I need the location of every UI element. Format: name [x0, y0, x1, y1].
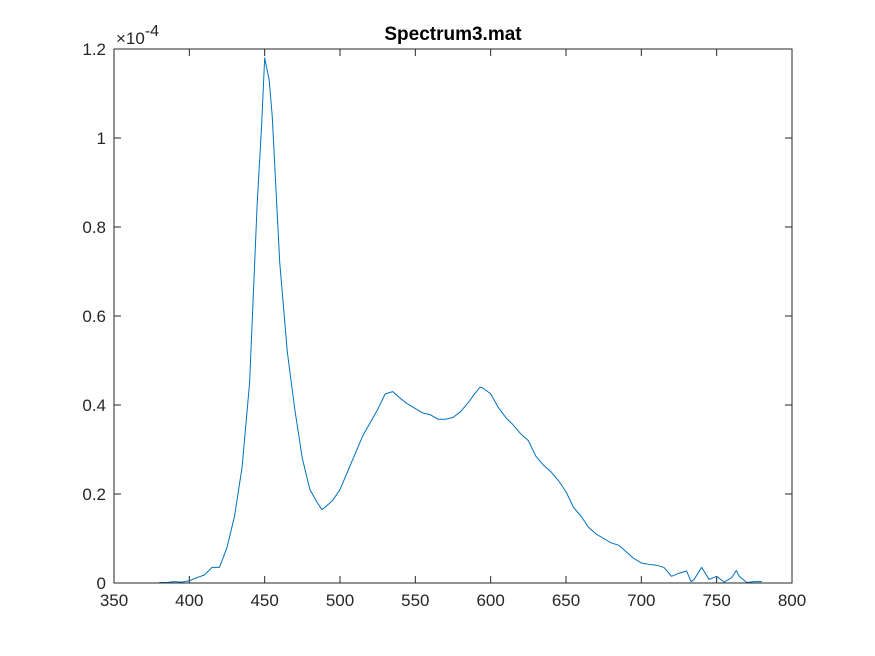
y-exponent-power: -4	[145, 23, 159, 40]
x-tick-label: 650	[552, 591, 580, 610]
x-tick-label: 600	[476, 591, 504, 610]
y-axis-ticks: 0 0.2 0.4 0.6 0.8 1 1.2	[82, 40, 792, 593]
plot-area	[114, 49, 792, 583]
spectrum-line	[159, 57, 762, 584]
chart-title: Spectrum3.mat	[384, 24, 522, 45]
x-tick-label: 500	[326, 591, 354, 610]
x-tick-label: 350	[100, 591, 128, 610]
y-tick-label: 0.8	[82, 218, 106, 237]
x-tick-label: 400	[175, 591, 203, 610]
axes-box	[113, 48, 793, 584]
x-tick-label: 450	[250, 591, 278, 610]
y-tick-label: 0	[97, 574, 106, 593]
y-tick-label: 1	[97, 129, 106, 148]
x-tick-label: 750	[702, 591, 730, 610]
y-tick-label: 1.2	[82, 40, 106, 59]
x-tick-label: 700	[627, 591, 655, 610]
y-tick-label: 0.6	[82, 307, 106, 326]
y-tick-label: 0.2	[82, 485, 106, 504]
x-tick-label: 550	[401, 591, 429, 610]
x-tick-label: 800	[778, 591, 806, 610]
x-axis-ticks: 350 400 450 500 550 600 650 700 750 800	[100, 49, 806, 610]
y-exponent-base: ×10	[116, 29, 145, 48]
y-exponent-label: ×10-4	[116, 23, 159, 48]
y-tick-label: 0.4	[82, 396, 106, 415]
